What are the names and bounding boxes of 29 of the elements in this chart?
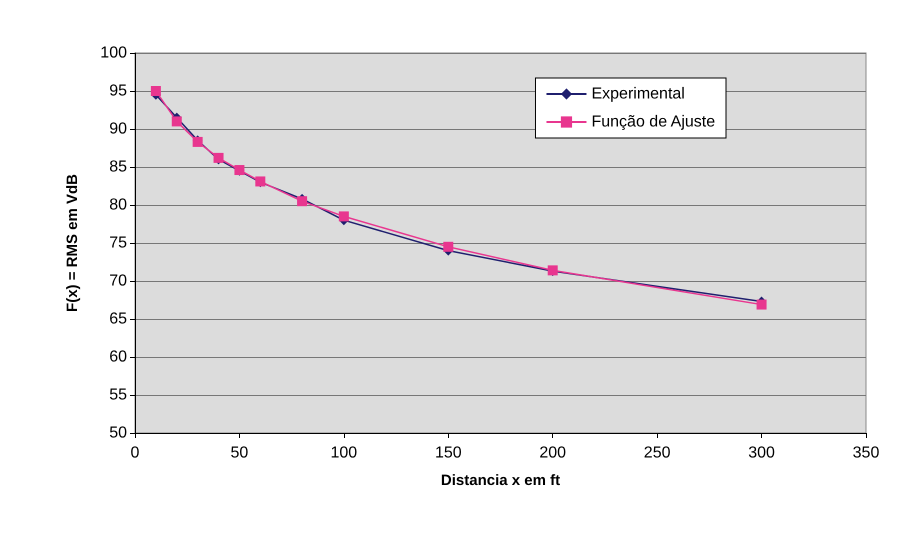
point: [172, 116, 182, 126]
x-tick-label: 100: [330, 444, 358, 462]
x-tick-label: 0: [130, 444, 140, 462]
point: [150, 86, 161, 96]
point: [756, 300, 767, 310]
y-tick-label: 85: [109, 158, 128, 176]
x-tick-label: 300: [748, 444, 776, 462]
legend-label: Função de Ajuste: [591, 114, 716, 130]
y-tick-label: 50: [109, 424, 128, 442]
x-axis-title: Distancia x em ft: [440, 472, 560, 489]
point: [338, 211, 349, 222]
x-tick-label: 250: [644, 444, 671, 462]
x-tick-label: 350: [852, 444, 880, 462]
y-tick-label: 95: [109, 82, 128, 100]
y-axis-title: F(x) = RMS em VdB: [64, 174, 81, 312]
y-tick-label: 70: [109, 272, 128, 290]
y-tick-label: 75: [109, 234, 128, 252]
y-tick-label: 80: [109, 196, 128, 214]
y-tick-label: 55: [109, 386, 128, 404]
x-tick-label: 50: [230, 444, 248, 462]
legend-label: Experimental: [591, 86, 685, 102]
point: [443, 242, 454, 252]
y-tick-label: 100: [100, 44, 128, 62]
y-tick-label: 65: [109, 310, 128, 328]
x-tick-label: 200: [539, 444, 566, 462]
y-tick-label: 90: [109, 120, 128, 138]
x-tick-label: 150: [434, 444, 462, 462]
y-tick-label: 60: [109, 348, 128, 366]
point: [297, 196, 308, 206]
